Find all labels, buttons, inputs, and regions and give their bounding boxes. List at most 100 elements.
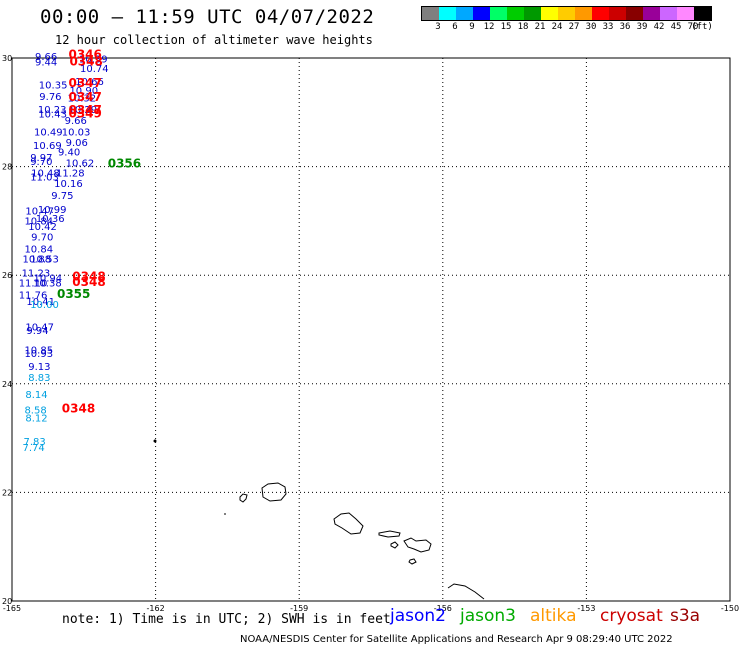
- wave-height-label: 11.76: [19, 291, 48, 302]
- x-tick-label: -162: [147, 604, 165, 613]
- wave-height-label: 10.47: [25, 323, 54, 334]
- legend-label: 42: [653, 22, 665, 32]
- wave-height-label: 10.43: [38, 110, 67, 121]
- x-tick-label: -153: [577, 604, 595, 613]
- wave-height-label: 10.84: [24, 244, 53, 255]
- legend-swatch: [694, 7, 711, 20]
- island-oahu: [333, 512, 364, 535]
- wave-height-label: 8.14: [25, 390, 47, 401]
- map-frame: [11, 57, 731, 602]
- legend-swatch: [456, 7, 473, 20]
- wave-height-label: 10.42: [28, 222, 57, 233]
- pass-time-label: 0347: [68, 103, 101, 117]
- wave-height-label: 10.36: [36, 214, 65, 225]
- legend-label: (ft): [691, 22, 713, 32]
- legend-label: 15: [500, 22, 512, 32]
- wave-height-label: 10.90: [69, 86, 98, 97]
- legend-swatch: [626, 7, 643, 20]
- legend-label: 6: [452, 22, 458, 32]
- legend-swatch: [643, 7, 660, 20]
- legend-swatch: [541, 7, 558, 20]
- wave-height-label: 9.40: [58, 148, 80, 159]
- island-molokai: [378, 530, 401, 538]
- chart-subtitle: 12 hour collection of altimeter wave hei…: [55, 33, 373, 47]
- legend-color-bar: [421, 6, 712, 21]
- wave-height-label: 8.12: [25, 413, 47, 424]
- x-tick-label: -159: [290, 604, 308, 613]
- wave-height-label: 10.84: [24, 217, 53, 228]
- legend-swatch: [524, 7, 541, 20]
- pass-time-label: 0348: [69, 55, 102, 69]
- wave-height-label: 10.39: [79, 54, 108, 65]
- legend-swatch: [592, 7, 609, 20]
- legend-label: 18: [517, 22, 529, 32]
- pass-time-label: 0347: [68, 90, 101, 104]
- satellite-jason3: jason3: [460, 606, 516, 626]
- y-tick-label: 30: [2, 54, 12, 63]
- y-tick-label: 26: [2, 271, 12, 280]
- island-kahoolawe: [408, 558, 417, 565]
- legend-swatch: [507, 7, 524, 20]
- y-tick-label: 28: [2, 163, 12, 172]
- wave-height-label: 9.94: [26, 326, 48, 337]
- wave-height-label: 10.35: [39, 80, 68, 91]
- color-legend: 3 6 9 12 15 18 21 24 27 30 33 36 39 42 45 70 (ft): [421, 6, 713, 33]
- wave-height-label: 10.16: [54, 179, 83, 190]
- wave-height-label: 9.76: [39, 92, 61, 103]
- pass-time-label: 0348: [72, 270, 105, 284]
- satellite-s3a: s3a: [670, 606, 701, 626]
- wave-height-label: 10.69: [33, 141, 62, 152]
- pass-time-label: 0347: [68, 76, 101, 90]
- wave-height-label: 8.58: [24, 406, 46, 417]
- pass-time-label: 0355: [57, 287, 90, 301]
- wave-height-label: 10.66: [75, 77, 104, 88]
- pass-time-label: 0348: [62, 402, 95, 416]
- legend-swatch: [422, 7, 439, 20]
- wave-height-label: 9.70: [31, 232, 53, 243]
- wave-height-label: 10.99: [38, 205, 67, 216]
- legend-label: 30: [585, 22, 597, 32]
- island-kauai: [261, 482, 287, 502]
- wave-height-label: 10.49: [34, 128, 63, 139]
- legend-swatch: [575, 7, 592, 20]
- pass-time-label: 0346: [68, 48, 101, 62]
- legend-label: 36: [619, 22, 631, 32]
- wave-height-label: 11.23: [22, 268, 51, 279]
- footer-note: note: 1) Time is in UTC; 2) SWH is in fe…: [62, 612, 391, 627]
- legend-swatch: [677, 7, 694, 20]
- pass-time-label: 0349: [68, 107, 101, 121]
- wave-height-label: 9.44: [35, 58, 57, 69]
- wave-height-label: 10.00: [30, 300, 59, 311]
- wave-height-label: 10.48: [31, 168, 60, 179]
- legend-swatch: [439, 7, 456, 20]
- pass-time-label: 0348: [72, 275, 105, 289]
- satellite-jason2: jason2: [390, 606, 446, 626]
- legend-label: 24: [551, 22, 563, 32]
- wave-height-label: 10.94: [34, 274, 63, 285]
- wave-height-label: 11.03: [30, 173, 59, 184]
- legend-label: 27: [568, 22, 580, 32]
- pass-time-labels: 0346034803470347034703490356034803480355…: [57, 48, 141, 416]
- wave-height-label: 9.66: [35, 52, 57, 63]
- legend-label: 3: [435, 22, 441, 32]
- wave-height-label: 9.66: [65, 116, 87, 127]
- wave-height-label: 8.83: [28, 373, 50, 384]
- wave-height-label: 9.75: [51, 191, 73, 202]
- wave-height-label: 9.13: [28, 362, 50, 373]
- wave-height-label: 10.88: [23, 255, 52, 266]
- wave-height-label: 10.74: [80, 64, 109, 75]
- satellite-cryosat: cryosat: [600, 606, 663, 626]
- legend-swatch: [660, 7, 677, 20]
- legend-label: 45: [670, 22, 682, 32]
- wave-height-label: 9.06: [66, 138, 88, 149]
- wave-height-label: 10.38: [33, 279, 62, 290]
- island-hawaii: [447, 583, 485, 600]
- legend-swatch: [558, 7, 575, 20]
- wave-height-label: 10.53: [30, 255, 59, 266]
- legend-label: 12: [483, 22, 495, 32]
- wave-height-label: 11.10: [19, 279, 48, 290]
- island-maui: [403, 537, 432, 553]
- wave-height-label: 10.41: [26, 297, 55, 308]
